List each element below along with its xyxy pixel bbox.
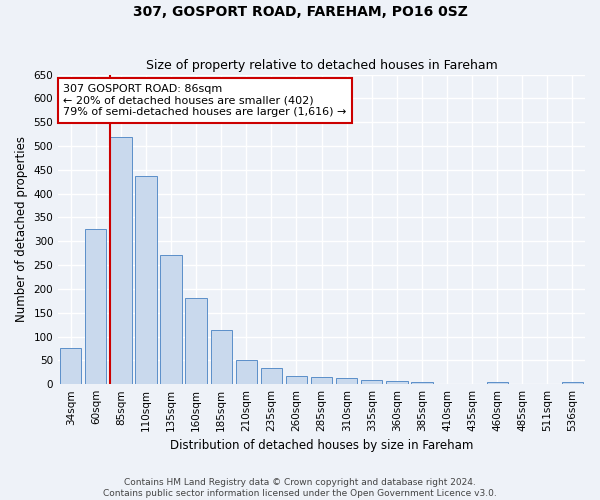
Title: Size of property relative to detached houses in Fareham: Size of property relative to detached ho…: [146, 59, 497, 72]
Bar: [386, 381, 407, 384]
Bar: [160, 255, 182, 384]
Bar: [286, 376, 307, 384]
Text: 307, GOSPORT ROAD, FAREHAM, PO16 0SZ: 307, GOSPORT ROAD, FAREHAM, PO16 0SZ: [133, 5, 467, 19]
Bar: [411, 382, 433, 384]
Y-axis label: Number of detached properties: Number of detached properties: [15, 136, 28, 322]
Bar: [562, 382, 583, 384]
Bar: [185, 298, 207, 384]
Bar: [361, 380, 382, 384]
Bar: [311, 377, 332, 384]
Bar: [136, 176, 157, 384]
Bar: [261, 368, 282, 384]
Bar: [487, 382, 508, 384]
Text: Contains HM Land Registry data © Crown copyright and database right 2024.
Contai: Contains HM Land Registry data © Crown c…: [103, 478, 497, 498]
Bar: [60, 348, 82, 384]
Bar: [236, 360, 257, 384]
Bar: [336, 378, 358, 384]
Bar: [110, 138, 131, 384]
Bar: [211, 330, 232, 384]
Text: 307 GOSPORT ROAD: 86sqm
← 20% of detached houses are smaller (402)
79% of semi-d: 307 GOSPORT ROAD: 86sqm ← 20% of detache…: [64, 84, 347, 117]
Bar: [85, 230, 106, 384]
X-axis label: Distribution of detached houses by size in Fareham: Distribution of detached houses by size …: [170, 440, 473, 452]
